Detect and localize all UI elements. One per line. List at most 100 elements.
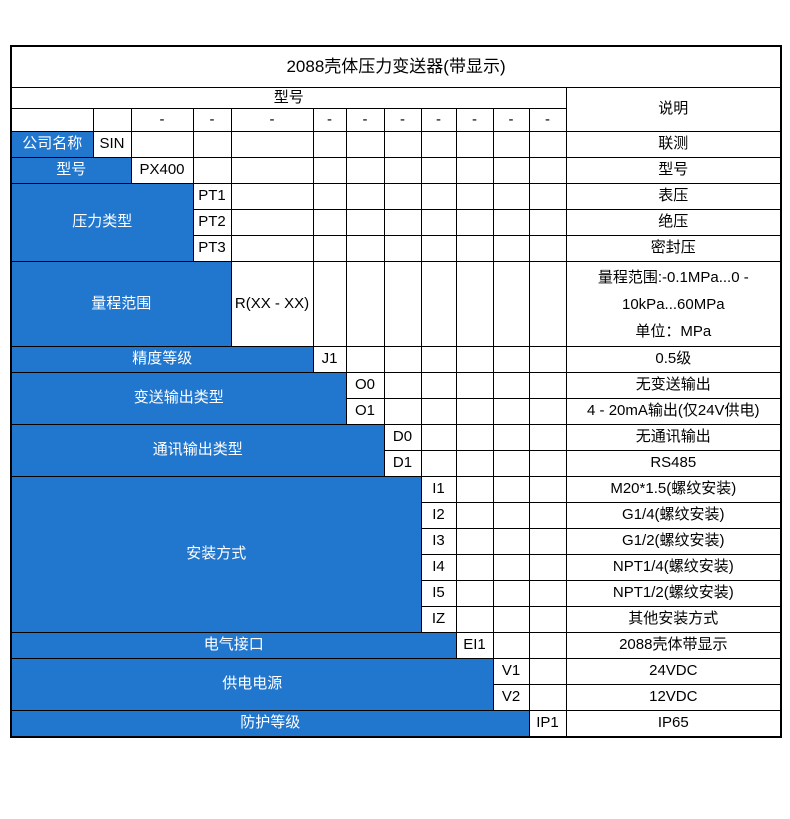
code-cell-pt2: PT2 xyxy=(192,209,232,236)
empty-cell xyxy=(312,209,347,236)
empty-cell xyxy=(528,684,567,711)
code-cell-sin: SIN xyxy=(92,131,132,158)
empty-cell xyxy=(230,157,314,184)
category-label-transmit-output: 变送输出类型 xyxy=(10,372,347,425)
code-cell-d0: D0 xyxy=(383,424,422,451)
empty-cell xyxy=(528,372,567,399)
empty-cell xyxy=(420,261,457,347)
empty-cell xyxy=(383,157,422,184)
empty-cell xyxy=(528,554,567,581)
empty-cell xyxy=(528,261,567,347)
empty-cell xyxy=(312,183,347,210)
category-label-accuracy: 精度等级 xyxy=(10,346,314,373)
code-cell-v2: V2 xyxy=(492,684,530,711)
empty-cell xyxy=(528,424,567,451)
range-unit-line: 单位：MPa xyxy=(635,322,712,340)
empty-cell xyxy=(230,235,314,262)
empty-cell xyxy=(455,502,494,529)
empty-cell xyxy=(420,346,457,373)
empty-cell xyxy=(528,398,567,425)
code-cell-pt1: PT1 xyxy=(192,183,232,210)
model-selection-table: 2088壳体压力变送器(带显示) 型号 说明 - - - - - - - - -… xyxy=(10,45,783,738)
description-cell: 4 - 20mA输出(仅24V供电) xyxy=(565,398,782,425)
empty-cell xyxy=(455,554,494,581)
empty-cell xyxy=(312,131,347,158)
empty-cell xyxy=(312,235,347,262)
empty-cell xyxy=(345,131,385,158)
empty-cell xyxy=(455,580,494,607)
table-title: 2088壳体压力变送器(带显示) xyxy=(10,45,782,88)
empty-cell xyxy=(420,183,457,210)
empty-cell xyxy=(383,261,422,347)
description-cell: 型号 xyxy=(565,157,782,184)
code-cell-ei1: EI1 xyxy=(455,632,494,659)
empty-cell xyxy=(383,209,422,236)
empty-cell xyxy=(528,502,567,529)
empty-cell xyxy=(10,108,94,132)
empty-cell xyxy=(420,372,457,399)
empty-cell xyxy=(230,131,314,158)
category-label-protection: 防护等级 xyxy=(10,710,530,738)
empty-cell xyxy=(528,235,567,262)
code-cell-d1: D1 xyxy=(383,450,422,477)
empty-cell xyxy=(492,450,530,477)
empty-cell xyxy=(492,372,530,399)
description-header: 说明 xyxy=(565,87,782,132)
code-cell-range: R(XX - XX) xyxy=(230,261,314,347)
empty-cell xyxy=(492,261,530,347)
empty-cell xyxy=(383,183,422,210)
empty-cell xyxy=(492,476,530,503)
category-label-installation: 安装方式 xyxy=(10,476,422,633)
empty-cell xyxy=(492,502,530,529)
empty-cell xyxy=(492,580,530,607)
empty-cell xyxy=(383,235,422,262)
code-cell-i2: I2 xyxy=(420,502,457,529)
empty-cell xyxy=(192,131,232,158)
empty-cell xyxy=(492,424,530,451)
empty-cell xyxy=(455,209,494,236)
empty-cell xyxy=(455,183,494,210)
empty-cell xyxy=(420,450,457,477)
code-cell-v1: V1 xyxy=(492,658,530,685)
empty-cell xyxy=(383,372,422,399)
category-label-company-name: 公司名称 xyxy=(10,131,94,158)
empty-cell xyxy=(192,157,232,184)
empty-cell xyxy=(492,398,530,425)
empty-cell xyxy=(492,606,530,633)
code-cell-ip1: IP1 xyxy=(528,710,567,738)
empty-cell xyxy=(528,450,567,477)
model-number-header: 型号 xyxy=(10,87,567,109)
empty-cell xyxy=(528,131,567,158)
empty-cell xyxy=(420,424,457,451)
empty-cell xyxy=(455,131,494,158)
empty-cell xyxy=(528,606,567,633)
dash-cell: - xyxy=(528,108,567,132)
dash-cell: - xyxy=(230,108,314,132)
code-cell-i3: I3 xyxy=(420,528,457,555)
empty-cell xyxy=(383,398,422,425)
empty-cell xyxy=(345,209,385,236)
empty-cell xyxy=(383,131,422,158)
empty-cell xyxy=(455,346,494,373)
code-cell-iz: IZ xyxy=(420,606,457,633)
empty-cell xyxy=(492,183,530,210)
description-cell: NPT1/2(螺纹安装) xyxy=(565,580,782,607)
description-cell: 24VDC xyxy=(565,658,782,685)
empty-cell xyxy=(455,398,494,425)
empty-cell xyxy=(528,580,567,607)
empty-cell xyxy=(528,658,567,685)
description-cell: NPT1/4(螺纹安装) xyxy=(565,554,782,581)
dash-cell: - xyxy=(492,108,530,132)
code-cell-o0: O0 xyxy=(345,372,385,399)
empty-cell xyxy=(455,235,494,262)
description-cell: 无通讯输出 xyxy=(565,424,782,451)
category-label-electrical-interface: 电气接口 xyxy=(10,632,457,659)
empty-cell xyxy=(345,261,385,347)
empty-cell xyxy=(92,108,132,132)
description-cell: G1/2(螺纹安装) xyxy=(565,528,782,555)
empty-cell xyxy=(420,235,457,262)
empty-cell xyxy=(455,261,494,347)
code-cell-i4: I4 xyxy=(420,554,457,581)
empty-cell xyxy=(383,346,422,373)
description-cell: IP65 xyxy=(565,710,782,738)
